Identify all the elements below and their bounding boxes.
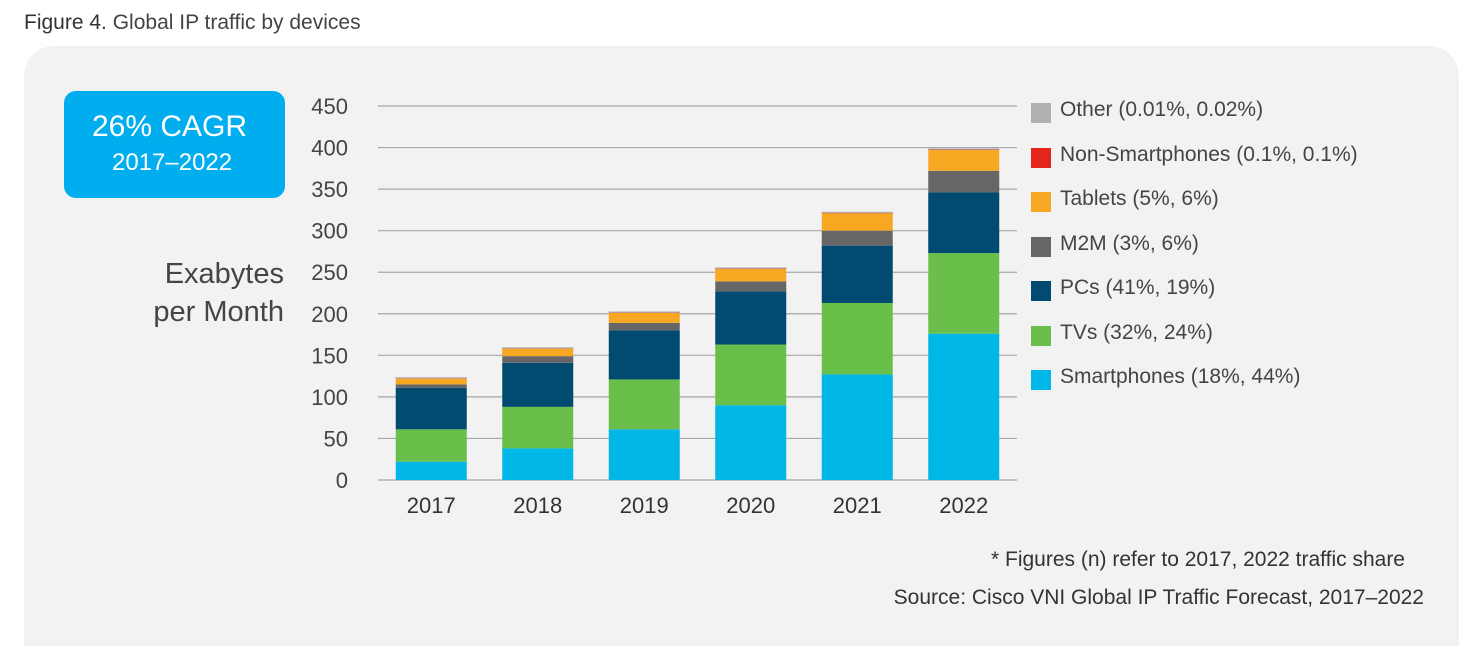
bar-segment	[395, 378, 467, 385]
bar-segment	[502, 356, 574, 363]
bar-segment	[715, 405, 787, 480]
y-tick-label: 300	[311, 219, 348, 244]
bar-segment	[395, 384, 467, 388]
bar-segment	[608, 312, 680, 323]
bar-segment	[928, 148, 1000, 150]
bar-segment	[821, 245, 893, 303]
legend-label: Smartphones (18%, 44%)	[1060, 365, 1301, 388]
y-tick-label: 250	[311, 260, 348, 285]
x-tick-label: 2022	[939, 493, 988, 518]
cagr-badge: 26% CAGR 2017–2022	[64, 91, 285, 198]
legend-swatch	[1031, 281, 1051, 301]
legend-swatch	[1031, 192, 1051, 212]
y-tick-label: 0	[336, 468, 348, 493]
legend-swatch	[1031, 236, 1051, 257]
bar-segment	[928, 170, 1000, 193]
y-tick-label: 150	[311, 343, 348, 368]
bar-segment	[608, 330, 680, 380]
bar-segment	[502, 347, 574, 349]
legend-swatch	[1031, 103, 1051, 123]
legend-label: M2M (3%, 6%)	[1060, 231, 1199, 255]
bar-segment	[928, 253, 1000, 334]
bar-segment	[395, 461, 467, 480]
figure-number: Figure 4.	[24, 11, 107, 34]
bar-segment	[502, 362, 574, 407]
y-tick-label: 100	[311, 385, 348, 410]
bar-segment	[608, 429, 680, 480]
bar-segment	[608, 311, 680, 313]
legend-label: Non-Smartphones (0.1%, 0.1%)	[1060, 142, 1358, 166]
bar-segment	[715, 344, 787, 406]
bar-segment	[821, 213, 893, 231]
y-tick-label: 400	[311, 136, 348, 161]
bar-segment	[821, 230, 893, 246]
legend-label: PCs (41%, 19%)	[1060, 276, 1216, 299]
y-axis-label: Exabytes per Month	[153, 255, 284, 331]
cagr-period-text: 2017–2022	[112, 149, 233, 176]
bar-segment	[715, 267, 787, 269]
legend-swatch	[1031, 370, 1051, 390]
bar-segment	[395, 377, 467, 379]
legend-swatch	[1031, 325, 1051, 346]
bar-segment	[928, 150, 1000, 171]
bar-segment	[608, 379, 680, 430]
bar-segment	[715, 281, 787, 292]
bar-segment	[608, 322, 680, 331]
y-tick-label: 200	[311, 302, 348, 327]
stacked-bar-chart: 0 50 100 150 200 250 300 350 400 450 2017 2018 2019 2…	[311, 94, 1017, 518]
legend-swatch	[1031, 147, 1051, 168]
bar-segment	[928, 192, 1000, 254]
x-tick-label: 2021	[833, 493, 882, 518]
figure-title: Figure 4. Global IP traffic by devices	[24, 11, 361, 35]
x-tick-label: 2018	[513, 493, 562, 518]
y-tick-label: 50	[324, 426, 348, 451]
bar-segment	[502, 348, 574, 357]
bar-segment	[502, 406, 574, 449]
figure-title-text: Global IP traffic by devices	[112, 11, 361, 34]
y-axis-label-line-1: Exabytes	[164, 258, 284, 290]
y-tick-label: 450	[311, 94, 348, 119]
bar-segment	[395, 387, 467, 430]
x-tick-label: 2020	[726, 493, 775, 518]
legend-label: Tablets (5%, 6%)	[1060, 187, 1219, 210]
y-axis-label-line-2: per Month	[153, 296, 284, 328]
bar-segment	[715, 268, 787, 282]
bar-segment	[715, 291, 787, 345]
y-tick-label: 350	[311, 177, 348, 202]
bar-segment	[821, 374, 893, 480]
bar-segment	[821, 302, 893, 375]
bar-segment	[502, 448, 574, 480]
bar-segment	[821, 211, 893, 213]
legend-label: TVs (32%, 24%)	[1060, 320, 1213, 344]
footnote: * Figures (n) refer to 2017, 2022 traffi…	[991, 548, 1405, 571]
legend-label: Other (0.01%, 0.02%)	[1060, 98, 1264, 121]
bar-segment	[395, 429, 467, 462]
x-tick-label: 2019	[620, 493, 669, 518]
cagr-main-text: 26% CAGR	[92, 110, 248, 143]
source-note: Source: Cisco VNI Global IP Traffic Fore…	[893, 586, 1424, 609]
x-tick-label: 2017	[407, 493, 456, 518]
bar-segment	[928, 333, 1000, 480]
